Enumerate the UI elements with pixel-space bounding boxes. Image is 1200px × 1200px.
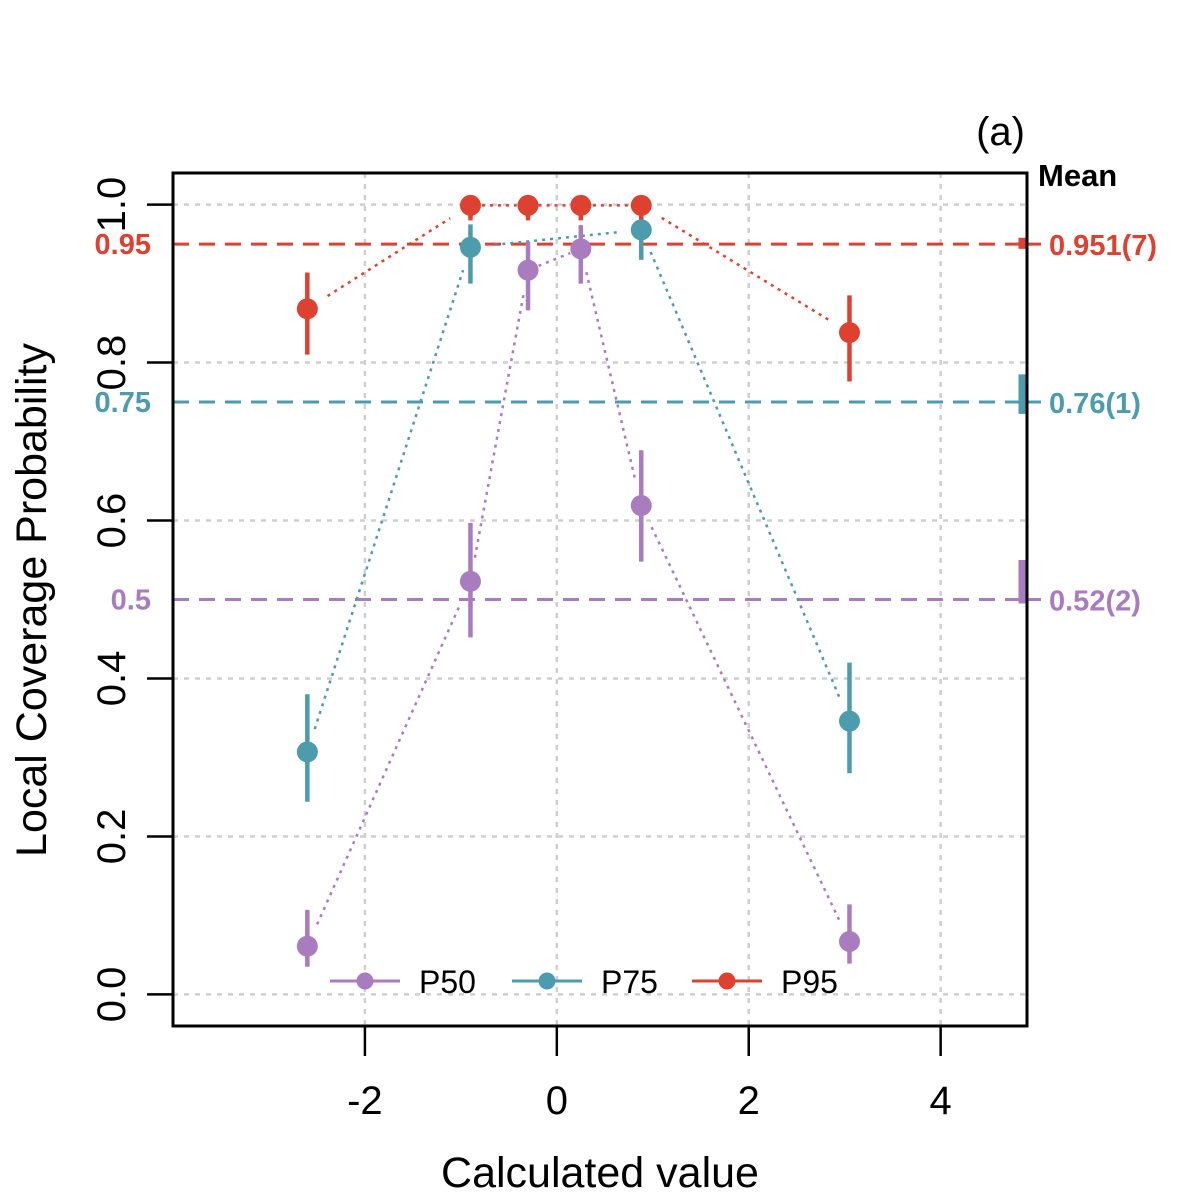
- p50-point: [296, 935, 318, 957]
- p95-point: [570, 194, 592, 216]
- p95-reference-label: 0.95: [95, 229, 151, 261]
- x-axis: -2 0 2 4: [347, 1026, 952, 1123]
- x-tick-label: 0: [546, 1079, 568, 1123]
- data-points: [296, 194, 860, 957]
- p75-mean-label: 0.76(1): [1049, 388, 1141, 420]
- legend: P50 P75 P95: [330, 964, 838, 1000]
- p75-trend-segment: [649, 251, 842, 700]
- p50-trend-segment: [315, 602, 462, 925]
- x-tick-label: 2: [738, 1079, 760, 1123]
- p75-point: [459, 236, 481, 258]
- trend-lines: [313, 204, 842, 925]
- p75-legend-marker: [538, 972, 556, 990]
- p50-point: [459, 570, 481, 592]
- p95-legend-label: P95: [781, 964, 838, 1000]
- p75-reference-label: 0.75: [95, 387, 151, 419]
- p50-mean-label: 0.52(2): [1049, 586, 1141, 618]
- p75-point: [838, 710, 860, 732]
- p50-trend-segment: [650, 526, 841, 921]
- p95-point: [296, 298, 318, 320]
- error-bars: [305, 204, 852, 967]
- p50-legend-marker: [356, 972, 374, 990]
- p95-point: [630, 194, 652, 216]
- p75-point: [296, 741, 318, 763]
- p50-point: [517, 259, 539, 281]
- p95-trend-segment: [326, 217, 451, 298]
- x-tick-label: 4: [930, 1079, 952, 1123]
- y-tick-label: 0.0: [90, 967, 134, 1023]
- p50-point: [630, 495, 652, 517]
- p95-trend-segment: [661, 216, 830, 322]
- mean-header: Mean: [1038, 158, 1117, 193]
- y-tick-label: 0.4: [90, 651, 134, 707]
- p50-point: [838, 930, 860, 952]
- p50-trend-segment: [473, 293, 525, 558]
- y-axis-title: Local Coverage Probability: [8, 343, 56, 857]
- p95-point: [459, 194, 481, 216]
- y-tick-label: 0.2: [90, 809, 134, 865]
- p50-legend-label: P50: [419, 964, 476, 1000]
- p75-trend-segment: [313, 269, 465, 730]
- x-axis-title: Calculated value: [441, 1149, 759, 1197]
- y-tick-label: 1.0: [90, 177, 134, 233]
- p50-trend-segment: [538, 251, 571, 268]
- plot-frame: [171, 171, 1029, 1028]
- mean-markers: 0.52(2) 0.76(1) 0.951(7): [1018, 230, 1157, 618]
- p50-point: [570, 238, 592, 260]
- panel-label: (a): [976, 110, 1025, 154]
- reference-lines: 0.5 0.75 0.95: [95, 229, 1027, 617]
- y-tick-label: 0.6: [90, 493, 134, 549]
- x-tick-label: -2: [347, 1079, 383, 1123]
- p50-trend-segment: [585, 271, 637, 483]
- p95-legend-marker: [718, 972, 736, 990]
- p75-point: [630, 219, 652, 241]
- p95-mean-label: 0.951(7): [1049, 230, 1157, 262]
- p75-legend-label: P75: [601, 964, 658, 1000]
- p95-point: [838, 322, 860, 344]
- p95-point: [517, 194, 539, 216]
- p50-reference-label: 0.5: [111, 585, 151, 617]
- y-tick-label: 0.8: [90, 335, 134, 391]
- y-axis: 0.0 0.2 0.4 0.6 0.8 1.0: [90, 177, 173, 1022]
